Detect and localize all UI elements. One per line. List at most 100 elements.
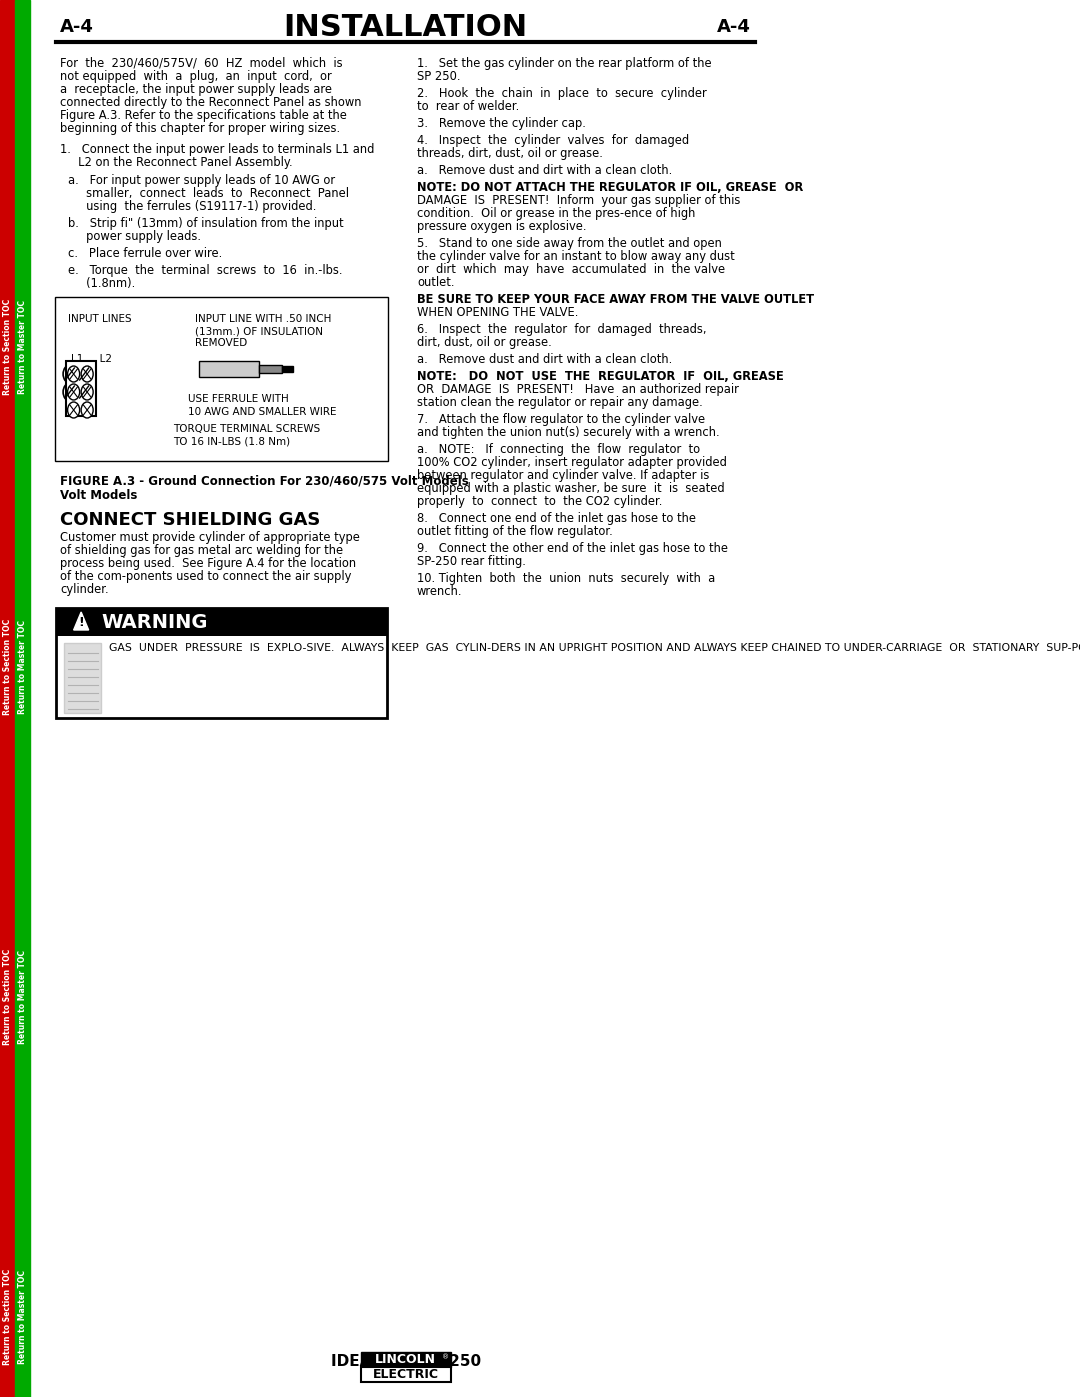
Text: Return to Master TOC: Return to Master TOC: [18, 1270, 27, 1363]
Bar: [56, 608, 387, 636]
Text: INPUT LINE WITH .50 INCH: INPUT LINE WITH .50 INCH: [195, 314, 332, 324]
Circle shape: [63, 365, 77, 383]
Text: (13mm.) OF INSULATION: (13mm.) OF INSULATION: [195, 326, 323, 337]
Text: e.   Torque  the  terminal  screws  to  16  in.-lbs.: e. Torque the terminal screws to 16 in.-…: [68, 264, 342, 277]
Circle shape: [63, 383, 77, 401]
Text: using  the ferrules (S19117-1) provided.: using the ferrules (S19117-1) provided.: [68, 200, 316, 212]
Text: not equipped  with  a  plug,  an  input  cord,  or: not equipped with a plug, an input cord,…: [60, 70, 332, 82]
Text: Return to Section TOC: Return to Section TOC: [3, 1268, 12, 1365]
Text: b.   Strip fi" (13mm) of insulation from the input: b. Strip fi" (13mm) of insulation from t…: [68, 217, 343, 231]
Text: process being used.  See Figure A.4 for the location: process being used. See Figure A.4 for t…: [60, 557, 356, 570]
Text: equipped with a plastic washer, be sure  it  is  seated: equipped with a plastic washer, be sure …: [417, 482, 725, 495]
Text: OR  DAMAGE  IS  PRESENT!   Have  an authorized repair: OR DAMAGE IS PRESENT! Have an authorized…: [417, 383, 739, 395]
Text: 1.   Connect the input power leads to terminals L1 and: 1. Connect the input power leads to term…: [60, 142, 375, 156]
Text: wrench.: wrench.: [417, 585, 462, 598]
Text: NOTE:   DO  NOT  USE  THE  REGULATOR  IF  OIL, GREASE: NOTE: DO NOT USE THE REGULATOR IF OIL, G…: [417, 370, 784, 383]
Polygon shape: [73, 612, 89, 630]
Bar: [0, 0, 15, 1397]
Text: L1     L2: L1 L2: [71, 353, 112, 365]
Bar: [282, 366, 293, 372]
Text: smaller,  connect  leads  to  Reconnect  Panel: smaller, connect leads to Reconnect Pane…: [68, 187, 349, 200]
Text: threads, dirt, dust, oil or grease.: threads, dirt, dust, oil or grease.: [417, 147, 603, 161]
Text: Customer must provide cylinder of appropriate type: Customer must provide cylinder of approp…: [60, 531, 360, 543]
Text: L2 on the Reconnect Panel Assembly.: L2 on the Reconnect Panel Assembly.: [60, 156, 293, 169]
Bar: [15, 0, 30, 1397]
Text: a  receptacle, the input power supply leads are: a receptacle, the input power supply lea…: [60, 82, 333, 96]
Text: FIGURE A.3 - Ground Connection For 230/460/575 Volt Models: FIGURE A.3 - Ground Connection For 230/4…: [60, 474, 469, 488]
Text: TORQUE TERMINAL SCREWS: TORQUE TERMINAL SCREWS: [173, 425, 320, 434]
Text: INPUT LINES: INPUT LINES: [68, 314, 132, 324]
Text: INSTALLATION: INSTALLATION: [284, 13, 528, 42]
Text: Return to Section TOC: Return to Section TOC: [3, 949, 12, 1045]
Text: DAMAGE  IS  PRESENT!  Inform  your gas supplier of this: DAMAGE IS PRESENT! Inform your gas suppl…: [417, 194, 740, 207]
Circle shape: [81, 366, 93, 381]
Text: WHEN OPENING THE VALVE.: WHEN OPENING THE VALVE.: [417, 306, 578, 319]
Text: 100% CO2 cylinder, insert regulator adapter provided: 100% CO2 cylinder, insert regulator adap…: [417, 455, 727, 469]
Text: a.   Remove dust and dirt with a clean cloth.: a. Remove dust and dirt with a clean clo…: [417, 163, 672, 177]
Text: 3.   Remove the cylinder cap.: 3. Remove the cylinder cap.: [417, 117, 585, 130]
Text: LINCOLN: LINCOLN: [375, 1354, 436, 1366]
Circle shape: [78, 383, 91, 401]
Text: cylinder.: cylinder.: [60, 583, 109, 597]
Text: or  dirt  which  may  have  accumulated  in  the valve: or dirt which may have accumulated in th…: [417, 263, 725, 277]
Circle shape: [68, 384, 80, 400]
Text: to  rear of welder.: to rear of welder.: [417, 101, 519, 113]
Text: For  the  230/460/575V/  60  HZ  model  which  is: For the 230/460/575V/ 60 HZ model which …: [60, 57, 342, 70]
Text: ®: ®: [442, 1354, 449, 1361]
Text: ELECTRIC: ELECTRIC: [373, 1368, 438, 1382]
Text: a.   For input power supply leads of 10 AWG or: a. For input power supply leads of 10 AW…: [68, 175, 335, 187]
Text: 5.   Stand to one side away from the outlet and open: 5. Stand to one side away from the outle…: [417, 237, 721, 250]
Bar: [66, 360, 96, 416]
Text: between regulator and cylinder valve. If adapter is: between regulator and cylinder valve. If…: [417, 469, 710, 482]
Text: and tighten the union nut(s) securely with a wrench.: and tighten the union nut(s) securely wi…: [417, 426, 719, 439]
Text: a.   NOTE:   If  connecting  the  flow  regulator  to: a. NOTE: If connecting the flow regulato…: [417, 443, 700, 455]
Text: station clean the regulator or repair any damage.: station clean the regulator or repair an…: [417, 395, 703, 409]
Text: TO 16 IN-LBS (1.8 Nm): TO 16 IN-LBS (1.8 Nm): [173, 436, 289, 446]
Bar: [64, 643, 102, 712]
Text: 10. Tighten  both  the  union  nuts  securely  with  a: 10. Tighten both the union nuts securely…: [417, 571, 715, 585]
FancyBboxPatch shape: [55, 298, 389, 461]
Text: outlet fitting of the flow regulator.: outlet fitting of the flow regulator.: [417, 525, 612, 538]
Text: 10 AWG AND SMALLER WIRE: 10 AWG AND SMALLER WIRE: [188, 407, 336, 416]
Text: 1.   Set the gas cylinder on the rear platform of the: 1. Set the gas cylinder on the rear plat…: [417, 57, 712, 70]
Bar: [259, 365, 282, 373]
Text: Return to Master TOC: Return to Master TOC: [18, 950, 27, 1044]
Text: CONNECT SHIELDING GAS: CONNECT SHIELDING GAS: [60, 511, 321, 529]
Text: dirt, dust, oil or grease.: dirt, dust, oil or grease.: [417, 337, 552, 349]
Bar: [56, 608, 387, 718]
Text: BE SURE TO KEEP YOUR FACE AWAY FROM THE VALVE OUTLET: BE SURE TO KEEP YOUR FACE AWAY FROM THE …: [417, 293, 814, 306]
Text: SP 250.: SP 250.: [417, 70, 460, 82]
Circle shape: [68, 366, 80, 381]
Circle shape: [81, 402, 93, 418]
Text: Volt Models: Volt Models: [60, 489, 137, 502]
Text: SP-250 rear fitting.: SP-250 rear fitting.: [417, 555, 526, 569]
Text: the cylinder valve for an instant to blow away any dust: the cylinder valve for an instant to blo…: [417, 250, 734, 263]
Text: 8.   Connect one end of the inlet gas hose to the: 8. Connect one end of the inlet gas hose…: [417, 511, 696, 525]
Circle shape: [81, 384, 93, 400]
Text: A-4: A-4: [60, 18, 94, 36]
Text: Return to Section TOC: Return to Section TOC: [3, 299, 12, 395]
Text: condition.  Oil or grease in the pres-ence of high: condition. Oil or grease in the pres-enc…: [417, 207, 696, 219]
Text: Return to Section TOC: Return to Section TOC: [3, 619, 12, 715]
Text: USE FERRULE WITH: USE FERRULE WITH: [188, 394, 288, 404]
Text: REMOVED: REMOVED: [195, 338, 247, 348]
Bar: [361, 1352, 450, 1368]
Text: WARNING: WARNING: [102, 612, 208, 631]
Text: Figure A.3. Refer to the specifications table at the: Figure A.3. Refer to the specifications …: [60, 109, 347, 122]
Text: a.   Remove dust and dirt with a clean cloth.: a. Remove dust and dirt with a clean clo…: [417, 353, 672, 366]
Text: power supply leads.: power supply leads.: [68, 231, 201, 243]
Text: Return to Master TOC: Return to Master TOC: [18, 300, 27, 394]
Text: of the com-ponents used to connect the air supply: of the com-ponents used to connect the a…: [60, 570, 351, 583]
Text: connected directly to the Reconnect Panel as shown: connected directly to the Reconnect Pane…: [60, 96, 362, 109]
Text: c.   Place ferrule over wire.: c. Place ferrule over wire.: [68, 247, 221, 260]
Circle shape: [68, 402, 80, 418]
Text: 4.   Inspect  the  cylinder  valves  for  damaged: 4. Inspect the cylinder valves for damag…: [417, 134, 689, 147]
Text: 2.   Hook  the  chain  in  place  to  secure  cylinder: 2. Hook the chain in place to secure cyl…: [417, 87, 706, 101]
Text: Return to Master TOC: Return to Master TOC: [18, 620, 27, 714]
Text: !: !: [78, 616, 84, 630]
Text: 7.   Attach the flow regulator to the cylinder valve: 7. Attach the flow regulator to the cyli…: [417, 414, 705, 426]
Text: pressure oxygen is explosive.: pressure oxygen is explosive.: [417, 219, 586, 233]
Bar: [361, 1368, 450, 1382]
Text: (1.8nm).: (1.8nm).: [68, 277, 135, 291]
Text: 9.   Connect the other end of the inlet gas hose to the: 9. Connect the other end of the inlet ga…: [417, 542, 728, 555]
